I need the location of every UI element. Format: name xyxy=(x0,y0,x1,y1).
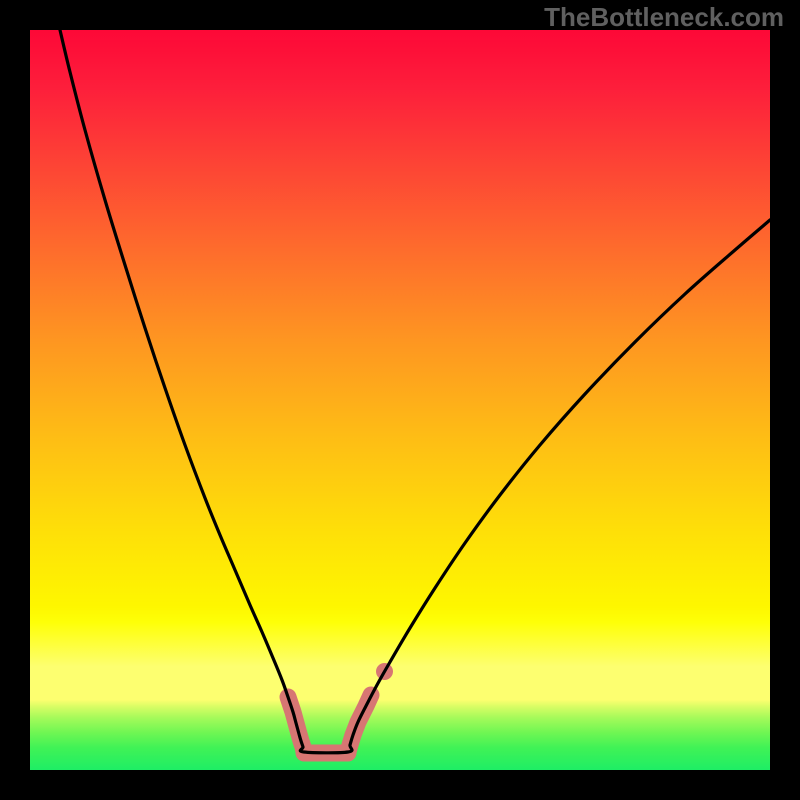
curve-layer xyxy=(30,30,770,770)
bottleneck-curve xyxy=(60,30,770,753)
plot-area xyxy=(30,30,770,770)
watermark-text: TheBottleneck.com xyxy=(544,2,784,33)
chart-frame: TheBottleneck.com xyxy=(0,0,800,800)
